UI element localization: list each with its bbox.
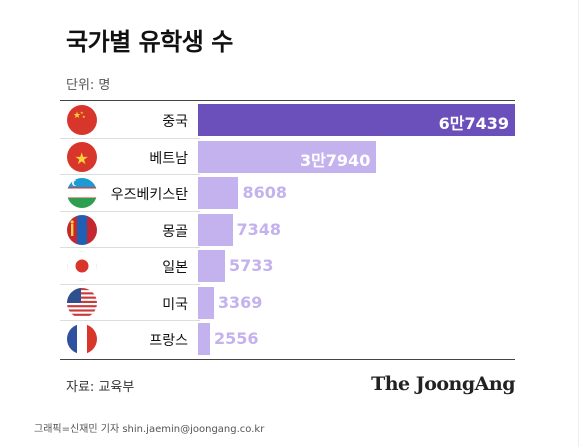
data-label: 2556 (214, 329, 259, 348)
data-label: 3369 (217, 292, 263, 312)
category-label: 프랑스 (149, 333, 188, 349)
vietnam-flag-icon: ★ (67, 141, 97, 172)
source-label: 자료: 교육부 (66, 380, 135, 395)
bar (198, 286, 214, 319)
bar (198, 177, 239, 209)
bar (198, 250, 225, 282)
row-separator (60, 283, 200, 285)
bar (198, 213, 233, 246)
bar (198, 140, 377, 173)
data-label: 7348 (236, 219, 282, 239)
data-label: 5733 (228, 256, 274, 275)
japan-flag-icon (67, 251, 97, 281)
category-label: 일본 (162, 260, 188, 276)
row-separator (60, 210, 200, 212)
usa-flag-icon (67, 287, 97, 318)
row-separator (60, 137, 200, 139)
bar (198, 323, 210, 355)
data-label: 3만7940 (299, 150, 371, 170)
category-label: 우즈베키스탄 (110, 187, 188, 203)
row-separator (60, 174, 200, 175)
photo-credit: 그래픽=신재민 기자 shin.jaemin@joongang.co.kr (34, 424, 265, 435)
svg-text:★: ★ (75, 149, 89, 168)
category-label: 베트남 (149, 150, 188, 167)
row-separator (60, 247, 200, 248)
joongang-logo: The JoongAng (371, 373, 515, 395)
top-rule (60, 100, 515, 101)
chart-card: 국가별 유학생 수 단위: 명 ★ ★ ★ 중국 6만7439 ★ 베트남 3만7940 우즈베… (60, 28, 516, 395)
svg-text:★: ★ (82, 114, 86, 119)
chart-title: 국가별 유학생 수 (66, 28, 233, 56)
unit-label: 단위: 명 (66, 78, 111, 93)
uzbekistan-flag-icon (67, 178, 97, 208)
bar (198, 104, 515, 136)
category-label: 중국 (162, 114, 188, 130)
mongolia-flag-icon (67, 214, 97, 245)
row-separator (60, 320, 200, 321)
svg-text:★: ★ (73, 111, 81, 121)
data-label: 6만7439 (438, 114, 509, 133)
bottom-rule (60, 359, 515, 360)
data-label: 8608 (242, 183, 287, 202)
svg-text:★: ★ (80, 110, 84, 115)
france-flag-icon (67, 324, 97, 354)
category-label: 미국 (162, 296, 188, 313)
category-label: 몽골 (162, 223, 188, 240)
china-flag-icon: ★ ★ ★ (67, 105, 97, 135)
